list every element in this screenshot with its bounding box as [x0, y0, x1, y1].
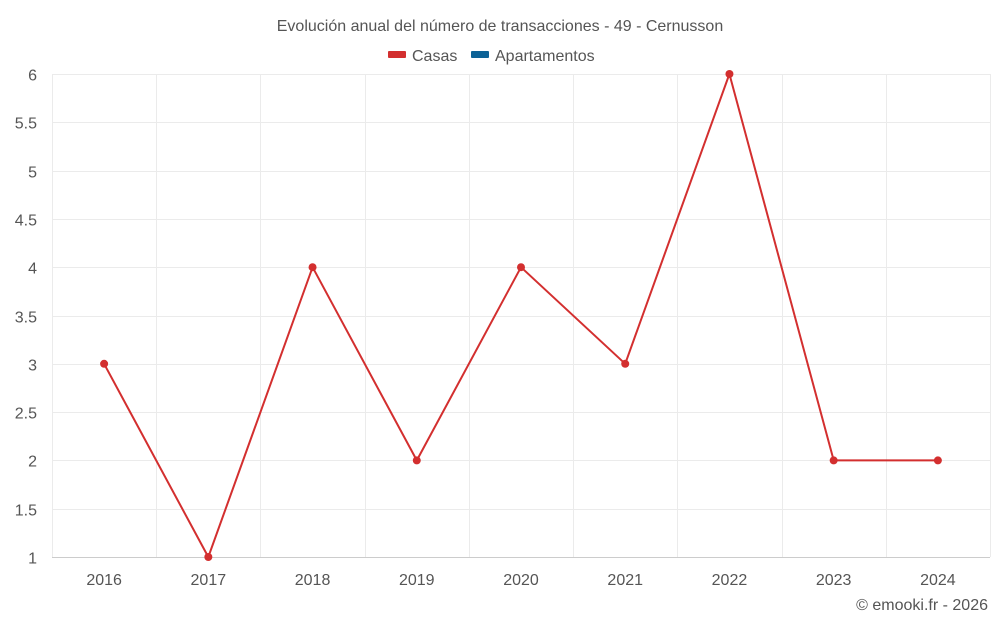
y-gridlines: [52, 74, 990, 510]
series-line-casas: [103, 73, 938, 558]
y-axis-ticks: 1 1.5 2 2.5 3 3.5 4 4.5 5 5.5 6: [15, 68, 37, 568]
legend-label-casas: Casas: [412, 48, 457, 65]
x-tick-label: 2019: [399, 572, 435, 589]
y-tick-label: 2.5: [15, 406, 37, 423]
data-point-casas-2021[interactable]: [621, 359, 630, 368]
data-point-casas-2020[interactable]: [517, 263, 525, 272]
x-tick-label: 2022: [712, 572, 748, 589]
y-tick-label: 1: [28, 551, 37, 568]
y-tick-label: 2: [28, 454, 37, 471]
data-point-casas-2017[interactable]: [204, 553, 213, 561]
chart-title: Evolución anual del número de transaccio…: [277, 18, 723, 35]
y-tick-label: 4.5: [15, 213, 37, 230]
credit-text: © emooki.fr - 2026: [856, 597, 988, 614]
legend-swatch-casas: [388, 51, 406, 58]
y-tick-label: 3.5: [15, 310, 37, 327]
x-tick-label: 2017: [191, 572, 227, 589]
x-tick-label: 2021: [607, 572, 643, 589]
legend-swatch-apartamentos: [471, 51, 489, 58]
y-tick-label: 6: [28, 68, 37, 85]
y-tick-label: 5.5: [15, 116, 37, 133]
x-tick-label: 2023: [816, 572, 852, 589]
legend-label-apartamentos: Apartamentos: [495, 48, 595, 65]
x-axis-ticks: 2016 2017 2018 2019 2020 2021 2022 2023 2024: [86, 572, 955, 589]
legend: Casas Apartamentos: [388, 48, 595, 65]
x-tick-label: 2020: [503, 572, 539, 589]
series-casas: [100, 70, 942, 561]
legend-item-casas[interactable]: Casas: [388, 48, 457, 65]
data-point-casas-2019[interactable]: [412, 456, 421, 465]
data-point-casas-2018[interactable]: [308, 263, 317, 272]
x-gridlines: [52, 74, 991, 557]
x-tick-label: 2016: [86, 572, 122, 589]
x-tick-label: 2018: [295, 572, 331, 589]
data-point-casas-2024[interactable]: [933, 456, 942, 465]
data-point-casas-2022[interactable]: [725, 70, 734, 78]
y-tick-label: 5: [28, 165, 37, 182]
y-tick-label: 1.5: [15, 503, 37, 520]
y-tick-label: 4: [28, 261, 37, 278]
y-tick-label: 3: [28, 358, 37, 375]
legend-item-apartamentos[interactable]: Apartamentos: [471, 48, 595, 65]
data-point-casas-2016[interactable]: [100, 359, 109, 368]
data-point-casas-2023[interactable]: [829, 456, 838, 465]
x-tick-label: 2024: [920, 572, 956, 589]
